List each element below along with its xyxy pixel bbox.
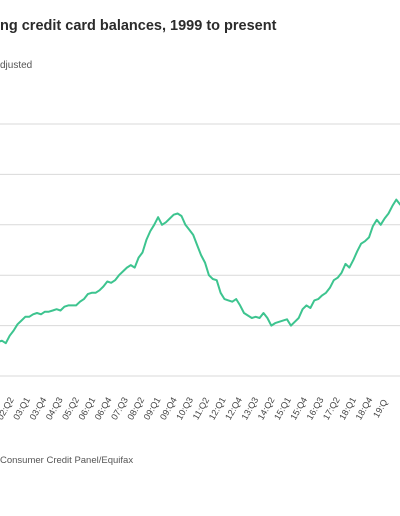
chart-subtitle: djusted xyxy=(0,60,33,71)
series-layer xyxy=(0,198,400,345)
source-note: Consumer Credit Panel/Equifax xyxy=(0,455,134,466)
series-line xyxy=(0,198,400,345)
gridlines xyxy=(0,123,400,377)
chart-title: ng credit card balances, 1999 to present xyxy=(0,18,277,34)
x-axis-ticks: 02:Q203:Q103:Q404:Q305:Q206:Q106:Q407:Q3… xyxy=(0,395,390,421)
x-tick-label: 18:Q4 xyxy=(354,395,375,421)
